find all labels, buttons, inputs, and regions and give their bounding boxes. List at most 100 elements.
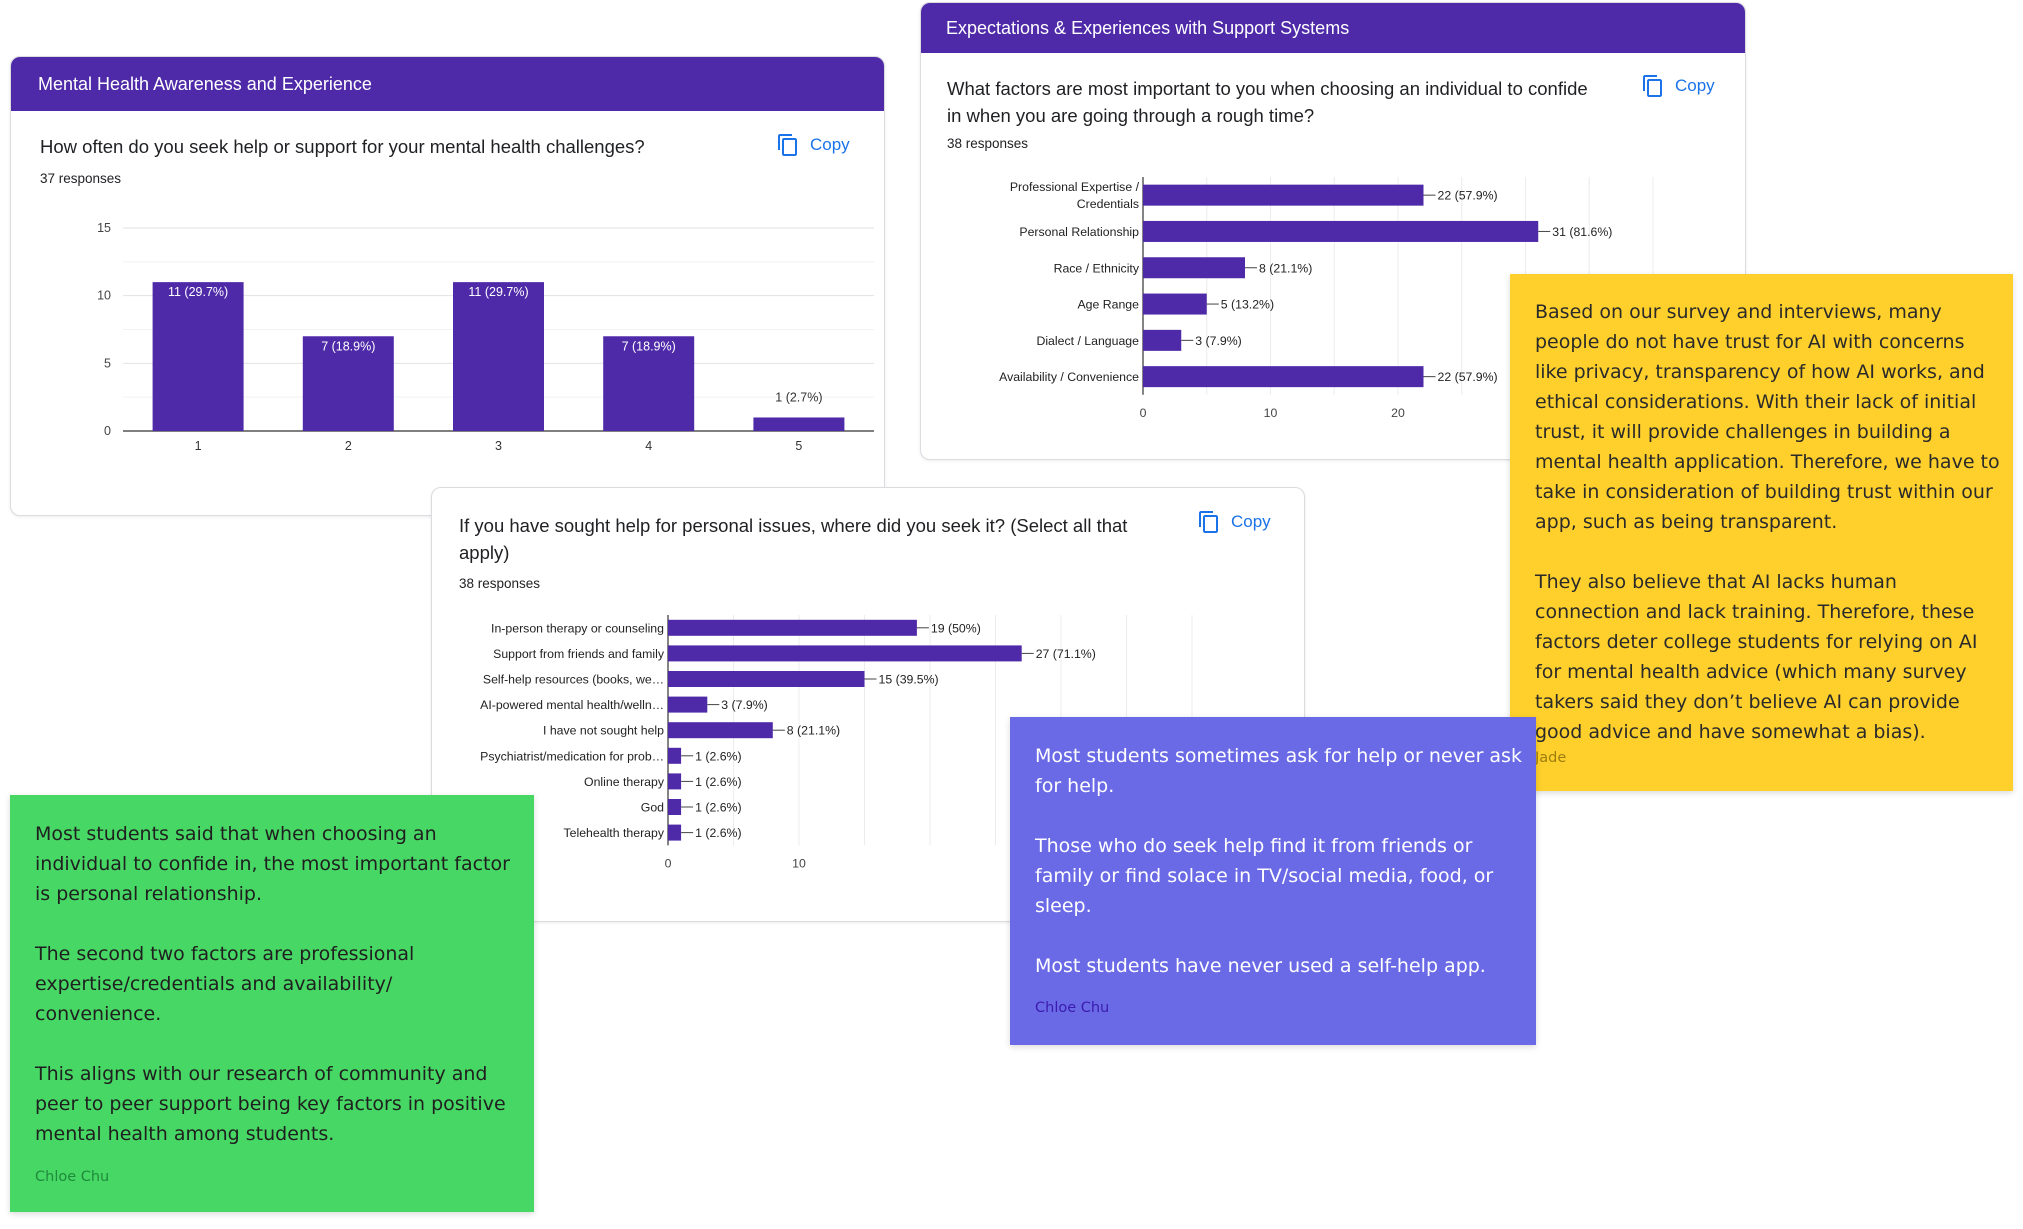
bar bbox=[668, 722, 773, 739]
bar bbox=[668, 824, 682, 841]
data-label: 5 (13.2%) bbox=[1221, 298, 1274, 312]
bar bbox=[668, 696, 708, 713]
data-label: 22 (57.9%) bbox=[1438, 189, 1498, 203]
bar bbox=[668, 619, 917, 636]
data-label: 7 (18.9%) bbox=[321, 339, 375, 353]
bar bbox=[668, 671, 865, 687]
category-label: AI-powered mental health/welln… bbox=[480, 698, 664, 712]
note-paragraph: Most students have never used a self-hel… bbox=[1035, 955, 1486, 977]
data-label: 1 (2.6%) bbox=[695, 826, 741, 840]
copy-button[interactable]: Copy bbox=[1641, 74, 1715, 98]
category-label: Credentials bbox=[1077, 197, 1139, 211]
note-paragraph: They also believe that AI lacks human co… bbox=[1535, 571, 1978, 743]
note-body: Most students sometimes ask for help or … bbox=[1035, 741, 1525, 981]
data-label: 11 (29.7%) bbox=[468, 285, 528, 299]
x-tick-label: 2 bbox=[345, 439, 352, 453]
data-label: 3 (7.9%) bbox=[1195, 334, 1241, 348]
copy-label: Copy bbox=[810, 135, 850, 154]
x-tick-label: 0 bbox=[1140, 406, 1147, 420]
x-tick-label: 5 bbox=[795, 439, 802, 453]
response-count: 38 responses bbox=[459, 576, 541, 591]
bar bbox=[668, 645, 1022, 662]
data-label: 27 (71.1%) bbox=[1036, 647, 1096, 661]
data-label: 8 (21.1%) bbox=[787, 724, 840, 738]
copy-button[interactable]: Copy bbox=[776, 133, 850, 157]
bar bbox=[1143, 184, 1424, 206]
x-tick-label: 1 bbox=[195, 439, 202, 453]
data-label: 22 (57.9%) bbox=[1438, 370, 1498, 384]
bar-chart: 22 (57.9%) Professional Expertise / Creden… bbox=[999, 177, 1654, 420]
note-body: Based on our survey and interviews, many… bbox=[1535, 297, 2000, 747]
sticky-note-chloe-chu-purple[interactable]: Most students sometimes ask for help or … bbox=[1010, 717, 1536, 1045]
question-title: What factors are most important to you w… bbox=[947, 78, 1588, 126]
data-label: 7 (18.9%) bbox=[622, 339, 676, 353]
section-header: Mental Health Awareness and Experience bbox=[11, 57, 884, 111]
category-label: Professional Expertise / bbox=[1010, 180, 1140, 194]
category-label: Online therapy bbox=[584, 775, 665, 789]
x-tick-label: 20 bbox=[1391, 406, 1405, 420]
y-tick-label: 15 bbox=[97, 221, 111, 235]
bar bbox=[603, 336, 695, 431]
category-label: Race / Ethnicity bbox=[1054, 261, 1140, 275]
response-count: 37 responses bbox=[40, 171, 122, 186]
y-tick-label: 10 bbox=[97, 289, 111, 303]
category-label: God bbox=[641, 801, 664, 815]
category-label: Dialect / Language bbox=[1036, 334, 1139, 348]
data-label: 1 (2.6%) bbox=[695, 775, 741, 789]
x-tick-label: 10 bbox=[792, 856, 806, 870]
bar bbox=[302, 336, 394, 431]
y-tick-label: 5 bbox=[104, 356, 111, 370]
data-label: 8 (21.1%) bbox=[1259, 261, 1312, 275]
data-label: 1 (2.7%) bbox=[775, 390, 822, 404]
copy-label: Copy bbox=[1231, 512, 1271, 531]
bar bbox=[668, 773, 682, 790]
bar bbox=[1143, 220, 1539, 242]
category-label: Self-help resources (books, we… bbox=[483, 673, 664, 687]
note-author: Chloe Chu bbox=[35, 1169, 110, 1185]
bar bbox=[1143, 366, 1424, 388]
note-paragraph: This aligns with our research of communi… bbox=[35, 1063, 506, 1145]
note-paragraph: Based on our survey and interviews, many… bbox=[1535, 301, 2000, 533]
section-header: Expectations & Experiences with Support … bbox=[921, 3, 1745, 53]
category-label: Telehealth therapy bbox=[564, 826, 665, 840]
bar bbox=[1143, 257, 1245, 279]
copy-icon bbox=[1643, 75, 1662, 97]
bar bbox=[668, 747, 682, 764]
note-paragraph: The second two factors are professional … bbox=[35, 943, 415, 1025]
bar-chart: 0 5 10 15 1 11 (29.7%) 2 7 (18.9%) 3 11 (29.7%) 4 7… bbox=[97, 221, 874, 453]
copy-icon bbox=[778, 134, 797, 156]
category-label: Availability / Convenience bbox=[999, 370, 1139, 384]
bar bbox=[1143, 329, 1182, 351]
copy-button[interactable]: Copy bbox=[1197, 510, 1271, 534]
data-label: 19 (50%) bbox=[931, 621, 981, 635]
response-count: 38 responses bbox=[947, 136, 1029, 151]
data-label: 1 (2.6%) bbox=[695, 801, 741, 815]
question-title: If you have sought help for personal iss… bbox=[459, 515, 1128, 563]
note-author: Jade bbox=[1535, 750, 1567, 766]
question-title: How often do you seek help or support fo… bbox=[40, 136, 645, 157]
copy-icon bbox=[1199, 511, 1218, 533]
category-label: Psychiatrist/medication for prob… bbox=[480, 749, 664, 763]
note-body: Most students said that when choosing an… bbox=[35, 819, 515, 1149]
survey-card-mental-health-awareness: Mental Health Awareness and Experience H… bbox=[10, 56, 885, 516]
data-label: 11 (29.7%) bbox=[168, 285, 228, 299]
data-label: 3 (7.9%) bbox=[721, 698, 767, 712]
bar bbox=[1143, 293, 1207, 315]
note-author: Chloe Chu bbox=[1035, 1000, 1110, 1016]
category-label: Personal Relationship bbox=[1019, 225, 1139, 239]
sticky-note-chloe-chu-green[interactable]: Most students said that when choosing an… bbox=[10, 795, 534, 1212]
x-tick-label: 4 bbox=[645, 439, 652, 453]
bar bbox=[668, 799, 682, 815]
data-label: 31 (81.6%) bbox=[1552, 225, 1612, 239]
note-paragraph: Most students said that when choosing an… bbox=[35, 823, 510, 905]
category-label: In-person therapy or counseling bbox=[491, 621, 664, 635]
copy-label: Copy bbox=[1675, 76, 1715, 95]
bar bbox=[152, 282, 244, 431]
x-tick-label: 10 bbox=[1264, 406, 1278, 420]
sticky-note-jade[interactable]: Based on our survey and interviews, many… bbox=[1510, 274, 2013, 791]
note-paragraph: Most students sometimes ask for help or … bbox=[1035, 745, 1522, 797]
x-tick-label: 3 bbox=[495, 439, 502, 453]
category-label: Age Range bbox=[1077, 298, 1139, 312]
category-label: I have not sought help bbox=[543, 724, 664, 738]
category-label: Support from friends and family bbox=[493, 647, 665, 661]
